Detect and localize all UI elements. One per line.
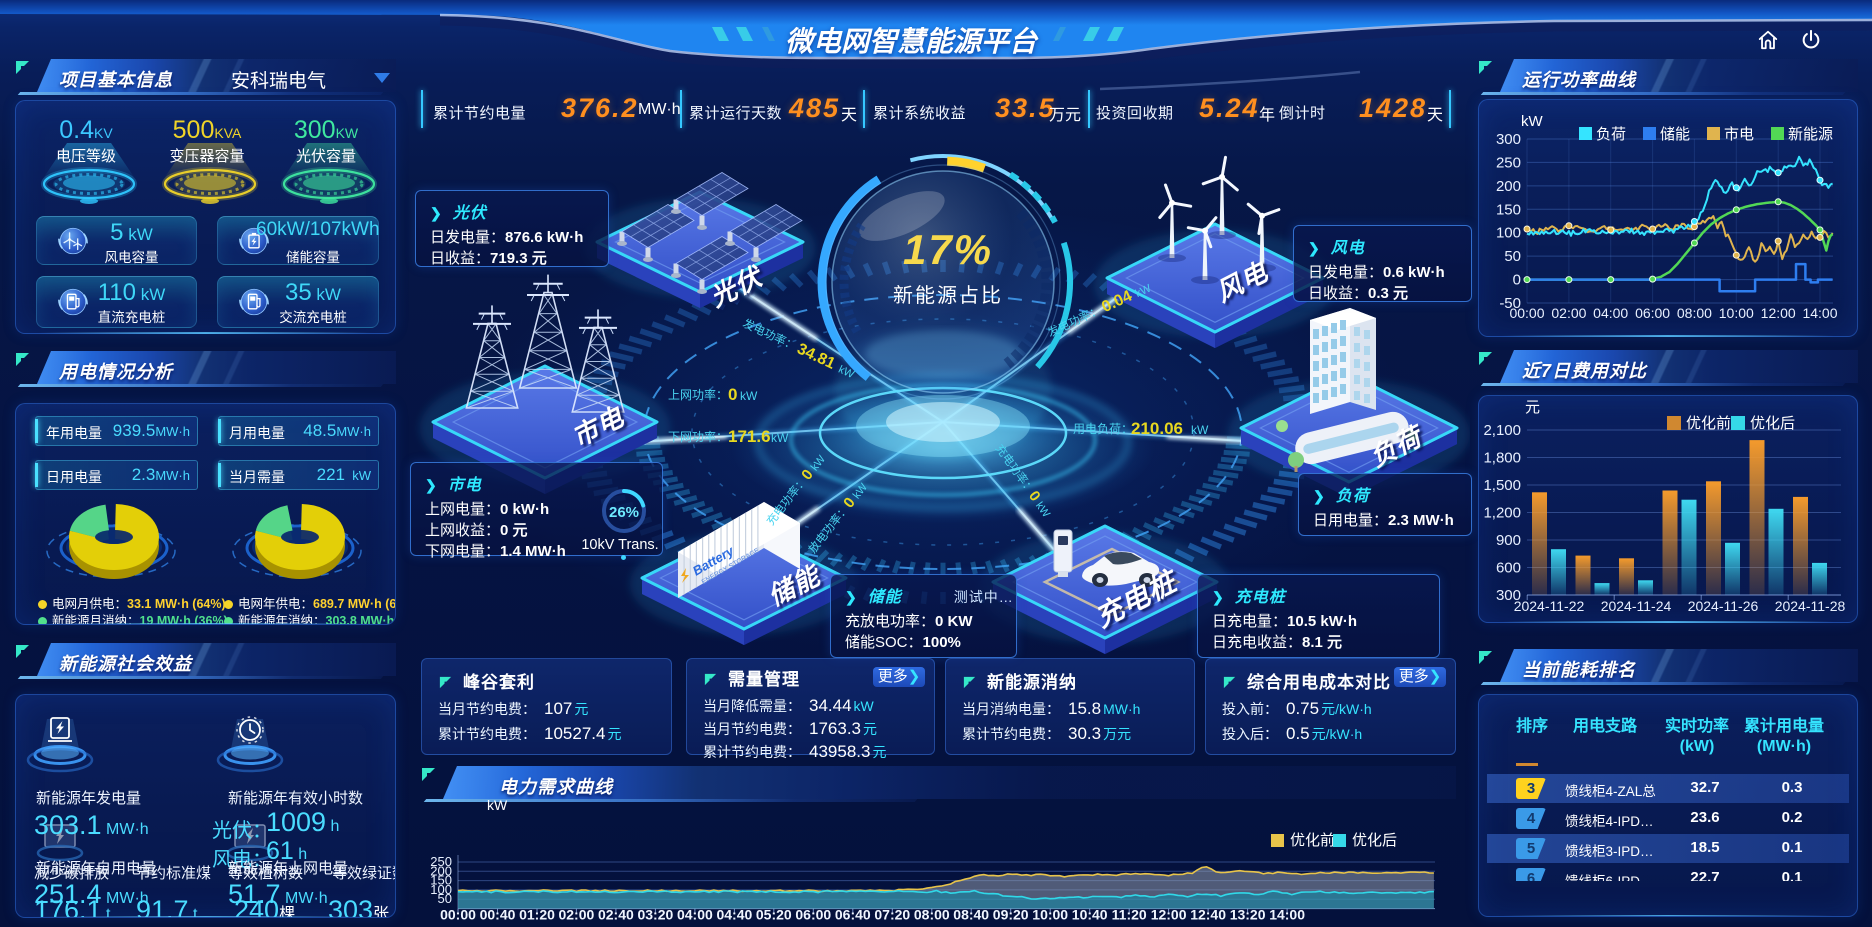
svg-text:-50: -50 bbox=[1499, 295, 1521, 312]
svg-text:08:40: 08:40 bbox=[953, 907, 989, 923]
svg-text:12:00: 12:00 bbox=[1151, 907, 1187, 923]
svg-text:250: 250 bbox=[1496, 154, 1521, 171]
svg-text:250: 250 bbox=[430, 854, 452, 869]
svg-text:04:40: 04:40 bbox=[716, 907, 752, 923]
svg-text:300: 300 bbox=[1496, 131, 1521, 148]
svg-text:210.06: 210.06 bbox=[1131, 419, 1183, 438]
svg-text:优化后: 优化后 bbox=[1750, 415, 1795, 432]
svg-text:06:40: 06:40 bbox=[835, 907, 871, 923]
svg-text:市电: 市电 bbox=[1724, 126, 1754, 143]
svg-text:用电负荷：: 用电负荷： bbox=[1073, 422, 1133, 436]
svg-text:171.6: 171.6 bbox=[728, 427, 771, 446]
svg-text:储能: 储能 bbox=[1660, 126, 1690, 143]
svg-text:下网功率：: 下网功率： bbox=[668, 429, 728, 444]
svg-text:200: 200 bbox=[430, 863, 452, 878]
svg-text:02:00: 02:00 bbox=[558, 907, 594, 923]
svg-text:08:00: 08:00 bbox=[914, 907, 950, 923]
svg-text:2024-11-26: 2024-11-26 bbox=[1688, 598, 1759, 614]
svg-text:600: 600 bbox=[1496, 560, 1521, 577]
svg-text:06:00: 06:00 bbox=[1635, 305, 1670, 321]
svg-text:100: 100 bbox=[1496, 225, 1521, 242]
svg-text:05:20: 05:20 bbox=[756, 907, 792, 923]
svg-text:1,200: 1,200 bbox=[1483, 505, 1521, 522]
svg-text:14:00: 14:00 bbox=[1802, 305, 1837, 321]
svg-text:优化后: 优化后 bbox=[1352, 832, 1397, 849]
svg-text:14:00: 14:00 bbox=[1269, 907, 1305, 923]
svg-text:300: 300 bbox=[1496, 587, 1521, 604]
svg-text:10:00: 10:00 bbox=[1032, 907, 1068, 923]
svg-text:17%: 17% bbox=[903, 226, 993, 273]
svg-text:优化前: 优化前 bbox=[1686, 415, 1731, 432]
svg-text:kW: kW bbox=[1191, 423, 1209, 437]
svg-text:kW: kW bbox=[771, 431, 789, 445]
svg-text:12:00: 12:00 bbox=[1761, 305, 1796, 321]
svg-text:50: 50 bbox=[438, 891, 452, 906]
svg-text:08:00: 08:00 bbox=[1677, 305, 1712, 321]
svg-text:150: 150 bbox=[430, 873, 452, 888]
svg-text:优化前: 优化前 bbox=[1290, 832, 1335, 849]
svg-text:负荷: 负荷 bbox=[1596, 126, 1626, 143]
svg-text:0: 0 bbox=[1513, 272, 1521, 289]
svg-text:12:40: 12:40 bbox=[1190, 907, 1226, 923]
svg-text:200: 200 bbox=[1496, 178, 1521, 195]
svg-text:新能源占比: 新能源占比 bbox=[893, 284, 1003, 307]
svg-text:01:20: 01:20 bbox=[519, 907, 555, 923]
svg-text:00:40: 00:40 bbox=[480, 907, 516, 923]
svg-text:新能源: 新能源 bbox=[1788, 126, 1833, 143]
svg-text:06:00: 06:00 bbox=[795, 907, 831, 923]
svg-text:1,500: 1,500 bbox=[1483, 477, 1521, 494]
svg-text:kW: kW bbox=[487, 800, 508, 813]
svg-text:50: 50 bbox=[1504, 248, 1521, 265]
svg-text:00:00: 00:00 bbox=[1509, 305, 1544, 321]
svg-text:04:00: 04:00 bbox=[677, 907, 713, 923]
svg-text:02:00: 02:00 bbox=[1551, 305, 1586, 321]
svg-text:kW: kW bbox=[1521, 113, 1544, 130]
svg-text:04:00: 04:00 bbox=[1593, 305, 1628, 321]
svg-text:13:20: 13:20 bbox=[1230, 907, 1266, 923]
svg-text:元: 元 bbox=[1525, 399, 1540, 416]
svg-text:00:00: 00:00 bbox=[440, 907, 476, 923]
svg-text:07:20: 07:20 bbox=[874, 907, 910, 923]
svg-text:0: 0 bbox=[728, 385, 737, 404]
svg-text:2,100: 2,100 bbox=[1483, 422, 1521, 439]
svg-text:100: 100 bbox=[430, 882, 452, 897]
svg-text:26%: 26% bbox=[609, 504, 639, 521]
svg-text:kW: kW bbox=[740, 389, 758, 403]
svg-text:150: 150 bbox=[1496, 201, 1521, 218]
svg-text:上网功率：: 上网功率： bbox=[668, 387, 728, 402]
svg-text:1,800: 1,800 bbox=[1483, 450, 1521, 467]
svg-text:2024-11-24: 2024-11-24 bbox=[1601, 598, 1672, 614]
svg-text:03:20: 03:20 bbox=[637, 907, 673, 923]
svg-text:2024-11-28: 2024-11-28 bbox=[1775, 598, 1846, 614]
svg-text:900: 900 bbox=[1496, 532, 1521, 549]
svg-text:10:00: 10:00 bbox=[1719, 305, 1754, 321]
svg-text:10:40: 10:40 bbox=[1072, 907, 1108, 923]
svg-text:02:40: 02:40 bbox=[598, 907, 634, 923]
svg-text:2024-11-22: 2024-11-22 bbox=[1514, 598, 1585, 614]
svg-text:09:20: 09:20 bbox=[993, 907, 1029, 923]
svg-text:11:20: 11:20 bbox=[1112, 907, 1147, 923]
